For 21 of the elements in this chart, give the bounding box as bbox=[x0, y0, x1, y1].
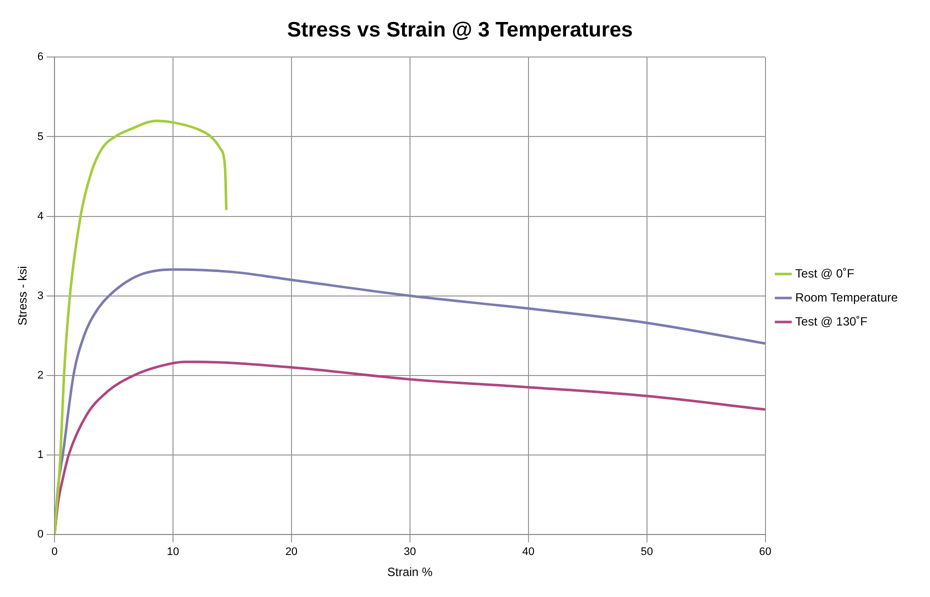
y-tick-label: 0 bbox=[37, 528, 44, 540]
x-tick-label: 40 bbox=[522, 546, 534, 558]
legend-label: Room Temperature bbox=[795, 290, 898, 304]
x-axis-title: Strain % bbox=[387, 565, 433, 580]
x-tick-label: 10 bbox=[166, 546, 180, 558]
x-tick-label: 60 bbox=[759, 546, 772, 558]
x-tick-label: 30 bbox=[404, 546, 416, 558]
y-tick-label: 5 bbox=[37, 130, 44, 143]
legend-label: Test @ 0˚F bbox=[795, 266, 854, 280]
y-tick-label: 4 bbox=[37, 210, 44, 222]
y-tick-label: 1 bbox=[37, 448, 44, 461]
chart-title: Stress vs Strain @ 3 Temperatures bbox=[287, 18, 633, 42]
y-tick-label: 3 bbox=[37, 290, 44, 302]
y-axis-title: Stress - ksi bbox=[16, 266, 30, 326]
line-series bbox=[54, 120, 228, 534]
legend-label: Test @ 130˚F bbox=[795, 314, 868, 328]
y-tick-label: 2 bbox=[37, 369, 44, 382]
y-tick-label: 6 bbox=[37, 51, 44, 64]
x-tick-label: 0 bbox=[51, 546, 58, 558]
x-tick-label: 20 bbox=[285, 546, 298, 558]
x-tick-label: 50 bbox=[640, 546, 653, 558]
